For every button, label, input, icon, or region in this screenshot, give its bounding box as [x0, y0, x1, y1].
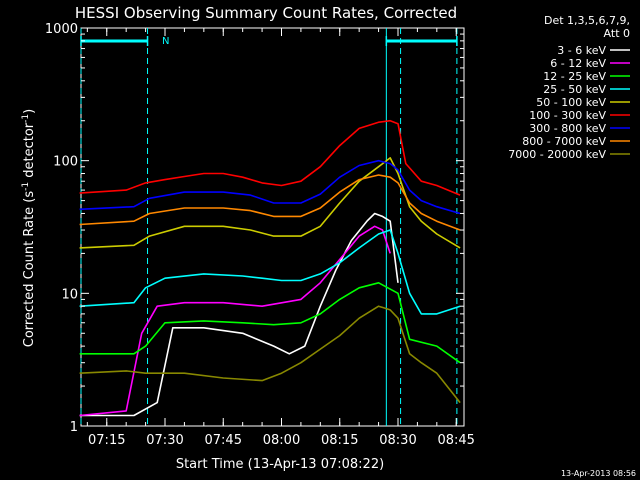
legend-entry-label: 25 - 50 keV	[543, 83, 606, 96]
x-tick-label: 08:45	[437, 433, 474, 448]
y-axis-label-part2: detector	[22, 122, 37, 182]
x-tick-label: 07:45	[205, 433, 242, 448]
x-axis-label: Start Time (13-Apr-13 07:08:22)	[176, 457, 384, 472]
legend-entry-label: 300 - 800 keV	[529, 122, 606, 135]
legend-entry-label: 12 - 25 keV	[543, 70, 606, 83]
x-tick-label: 07:15	[88, 433, 125, 448]
legend-entry-label: 3 - 6 keV	[557, 44, 606, 57]
chart-title: HESSI Observing Summary Count Rates, Cor…	[75, 4, 457, 22]
y-tick-label: 100	[53, 155, 78, 170]
y-tick-label: 1	[70, 420, 78, 435]
y-tick-label: 1000	[45, 22, 78, 37]
x-axis-ticks: 07:15 07:30 07:45 08:00 08:15 08:30 08:45	[86, 28, 475, 448]
plot-frame	[80, 27, 465, 427]
series-line	[79, 229, 461, 315]
y-tick-label: 10	[61, 287, 78, 302]
legend-entry-label: 50 - 100 keV	[536, 96, 606, 109]
x-tick-label: 07:30	[146, 433, 183, 448]
series-line	[79, 281, 461, 364]
series-line	[79, 212, 399, 417]
legend-entry-label: 800 - 7000 keV	[522, 135, 606, 148]
series-line	[79, 157, 461, 249]
series-line	[79, 159, 461, 215]
series-line	[79, 305, 461, 404]
legend-entry-label: 7000 - 20000 keV	[508, 148, 606, 161]
y-axis-ticks: 1 10 100 1000	[45, 22, 464, 435]
x-tick-label: 08:30	[379, 433, 416, 448]
x-tick-label: 08:00	[263, 433, 300, 448]
series-line	[79, 174, 461, 231]
timestamp: 13-Apr-2013 08:56	[561, 469, 636, 478]
series-layer	[79, 119, 461, 417]
y-axis-label-sup1: -1	[21, 182, 31, 191]
y-axis-label-sup2: -1	[21, 114, 31, 123]
vertical-markers	[80, 28, 458, 426]
legend-header-line1: Det 1,3,5,6,7,9,	[544, 14, 630, 27]
legend-entry-label: 100 - 300 keV	[529, 109, 606, 122]
y-axis-label: Corrected Count Rate (s-1 detector-1)	[21, 109, 37, 347]
legend-header-line2: Att 0	[604, 27, 630, 40]
y-axis-label-part1: Corrected Count Rate (s	[22, 191, 37, 348]
series-line	[79, 225, 391, 417]
flag-label: N	[162, 36, 169, 47]
x-tick-label: 08:15	[321, 433, 358, 448]
series-line	[79, 119, 461, 196]
y-axis-label-part3: )	[22, 109, 37, 114]
flag-bars	[80, 36, 458, 46]
legend-entry-label: 6 - 12 keV	[550, 57, 606, 70]
